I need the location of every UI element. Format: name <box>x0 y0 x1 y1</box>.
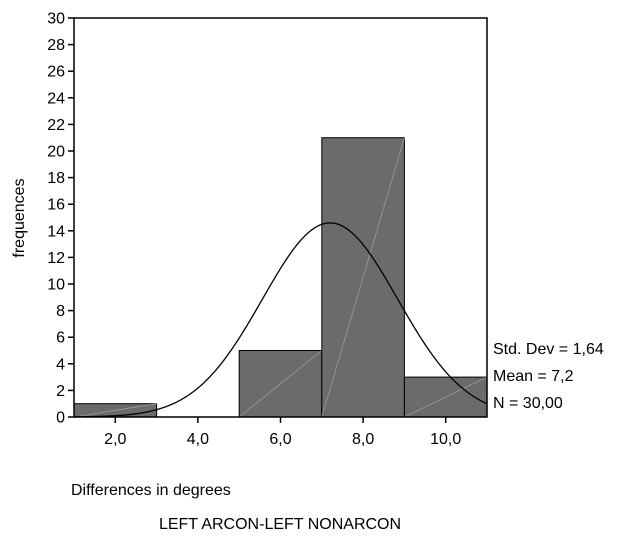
bar-hatch-line <box>404 376 488 418</box>
std-dev-label: Std. Dev = 1,64 <box>493 341 604 358</box>
normal-curve <box>73 222 488 418</box>
y-tick-label: 26 <box>47 64 65 81</box>
y-tick-label: 16 <box>47 197 65 214</box>
y-tick-label: 2 <box>56 383 65 400</box>
x-tick-label: 10,0 <box>430 431 461 448</box>
bar-hatch-line <box>73 403 157 418</box>
bar-hatch-line <box>321 137 405 418</box>
y-tick-label: 10 <box>47 277 65 294</box>
y-tick-label: 4 <box>56 356 65 373</box>
mean-label: Mean = 7,2 <box>493 368 574 385</box>
y-tick-label: 6 <box>56 330 65 347</box>
bar-hatch-line <box>238 350 323 418</box>
x-axis-label: Differences in degrees <box>71 482 231 499</box>
y-tick-label: 30 <box>47 11 65 28</box>
y-tick-label: 28 <box>47 37 65 54</box>
x-axis: 2,0 4,0 6,0 8,0 10,0 <box>104 417 461 448</box>
y-tick-label: 12 <box>47 250 65 267</box>
y-tick-label: 22 <box>47 117 65 134</box>
x-tick-label: 8,0 <box>352 431 374 448</box>
y-tick-label: 18 <box>47 170 65 187</box>
y-tick-label: 0 <box>56 410 65 427</box>
y-tick-label: 20 <box>47 144 65 161</box>
chart-subtitle: LEFT ARCON-LEFT NONARCON <box>158 516 402 533</box>
y-axis-label: frequences <box>11 178 28 258</box>
normal-curve-layer <box>73 222 488 418</box>
x-tick-label: 2,0 <box>104 431 126 448</box>
y-tick-label: 14 <box>47 223 65 240</box>
x-tick-label: 6,0 <box>269 431 291 448</box>
y-tick-label: 8 <box>56 303 65 320</box>
x-tick-label: 4,0 <box>187 431 209 448</box>
n-label: N = 30,00 <box>493 395 563 412</box>
y-tick-label: 24 <box>47 90 65 107</box>
histogram-bars <box>73 137 488 418</box>
